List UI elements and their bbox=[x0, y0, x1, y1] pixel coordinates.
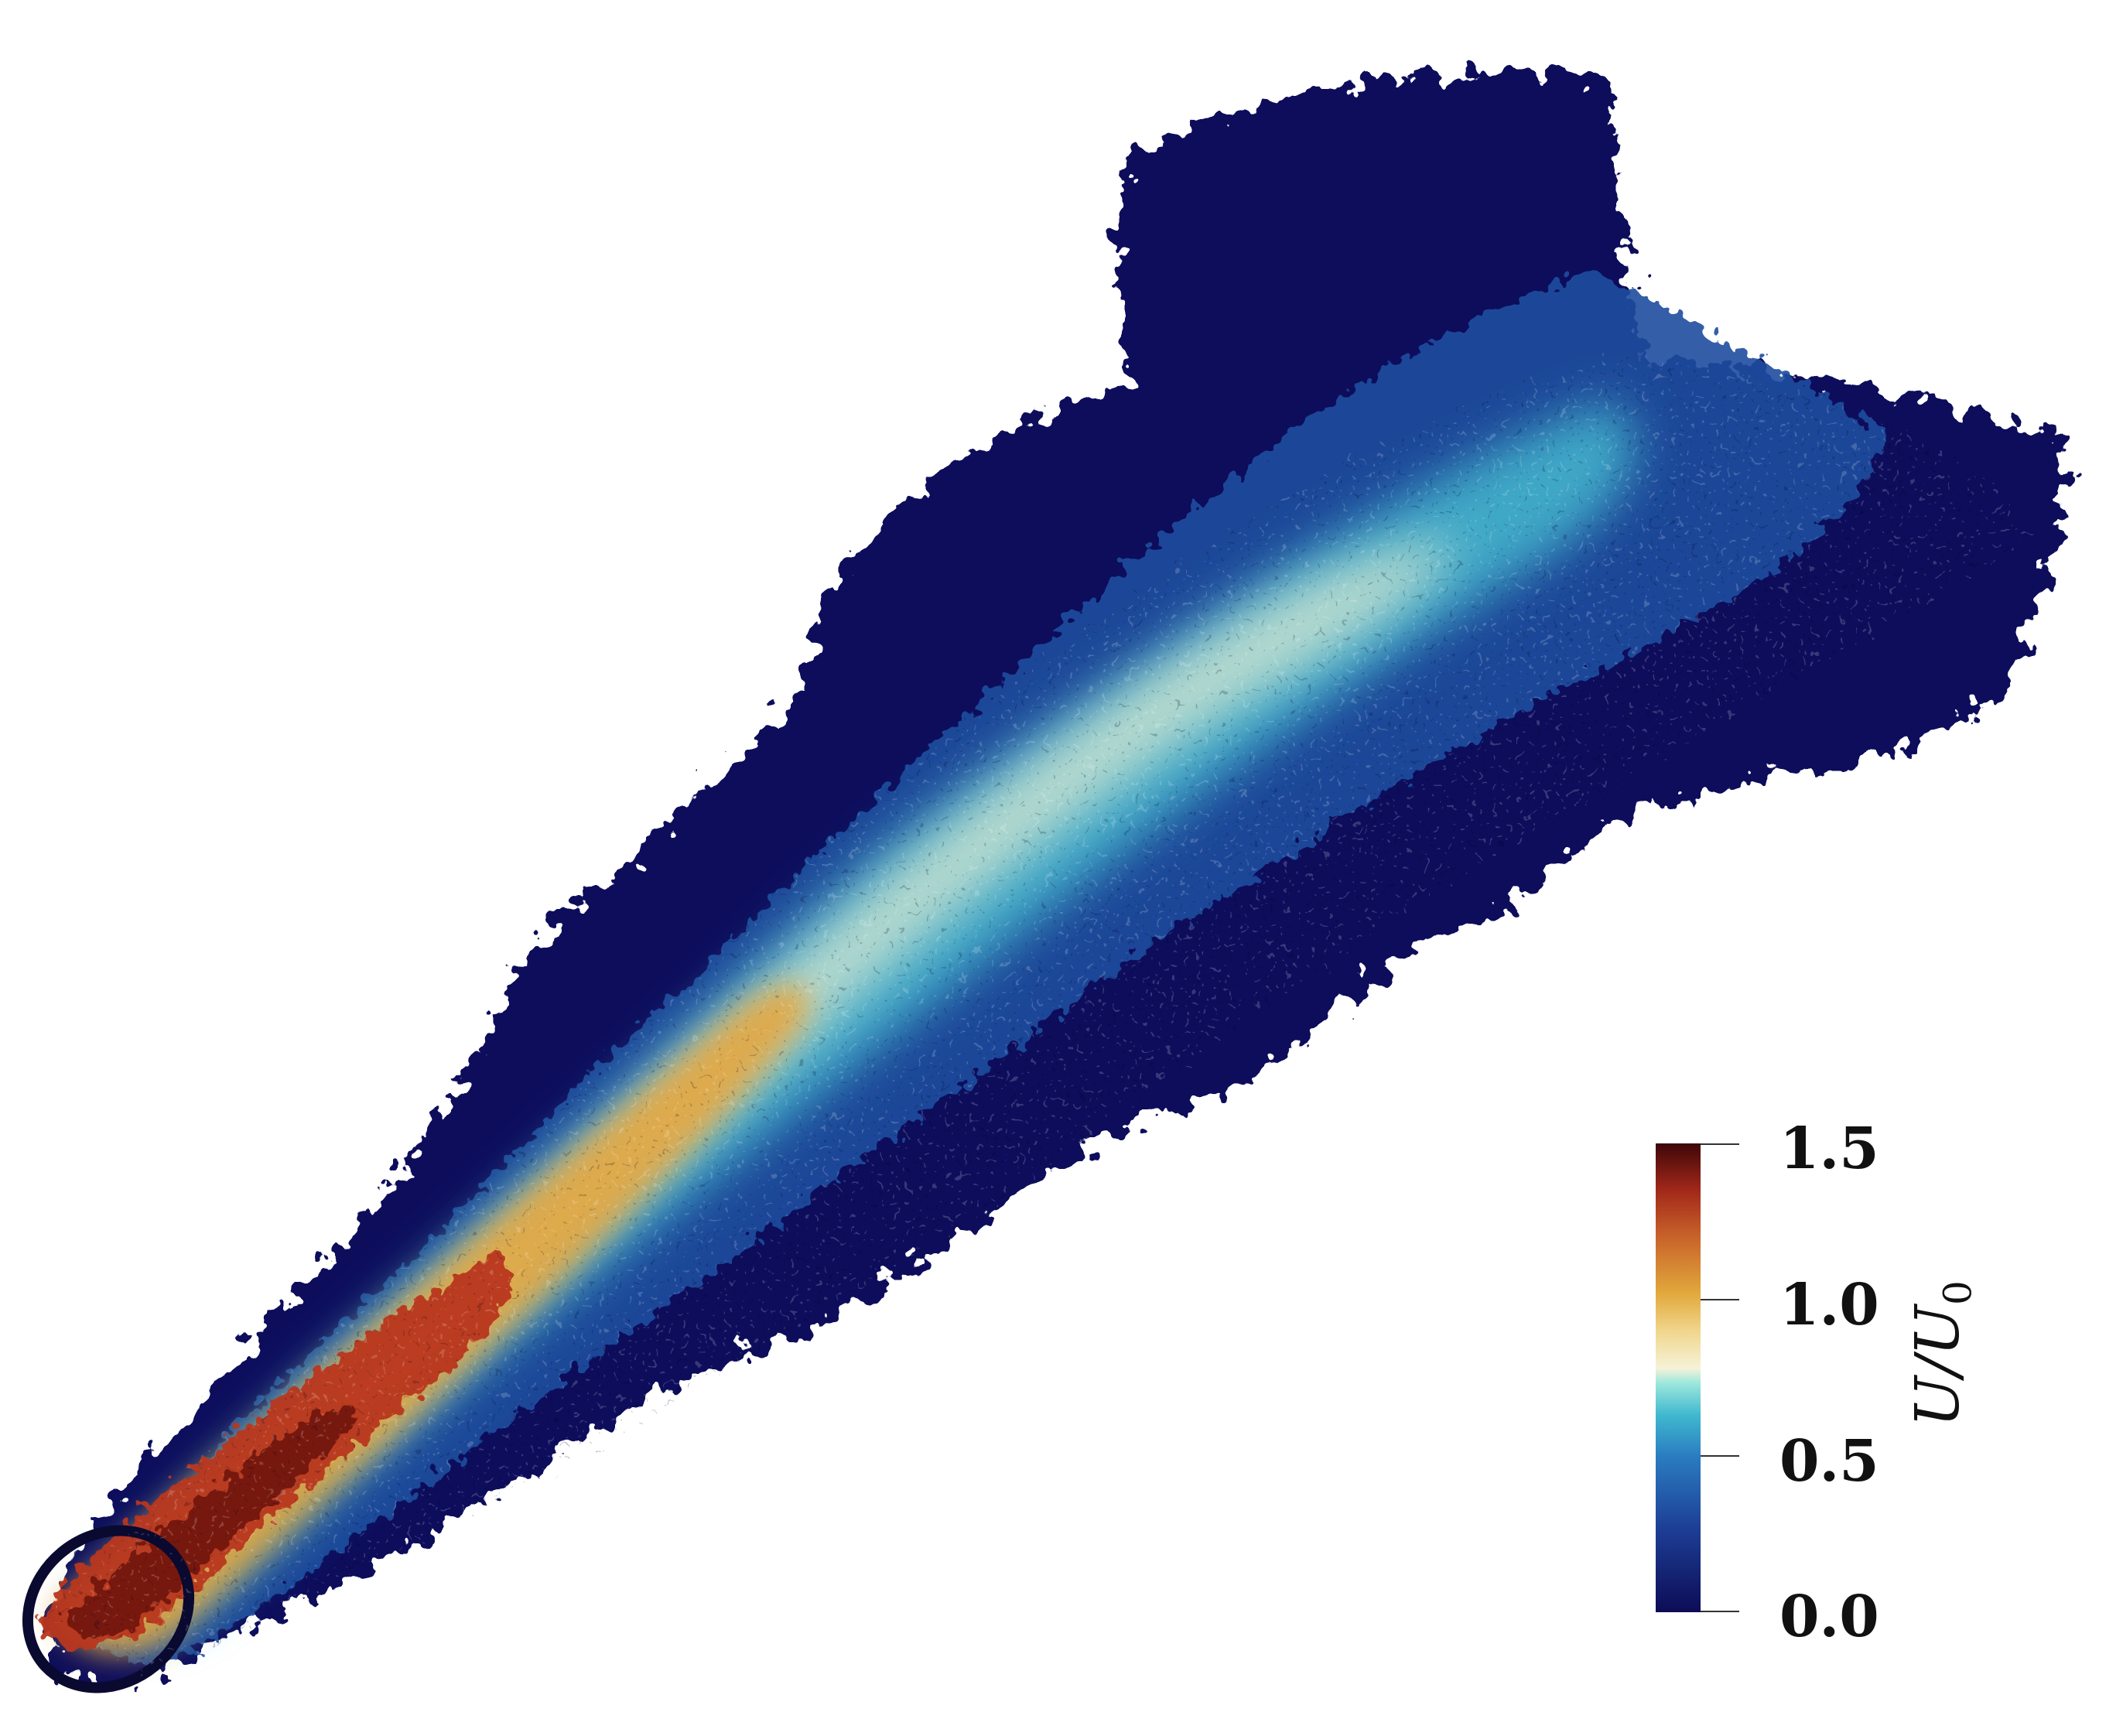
colorbar-title: U/U0 bbox=[1899, 1238, 1981, 1470]
colorbar-gradient bbox=[1656, 1143, 1701, 1612]
colorbar-tick-label: 1.0 bbox=[1779, 1272, 1879, 1338]
colorbar-tick bbox=[1701, 1143, 1739, 1145]
colorbar-tick bbox=[1701, 1611, 1739, 1612]
colorbar-tick bbox=[1701, 1455, 1739, 1457]
colorbar-tick bbox=[1701, 1299, 1739, 1300]
turbulence-texture bbox=[46, 356, 2027, 1679]
colorbar: 1.5 1.0 0.5 0.0 bbox=[1656, 1120, 1973, 1645]
colorbar-title-main: U/U bbox=[1903, 1305, 1973, 1427]
colorbar-title-subscript: 0 bbox=[1935, 1280, 1981, 1306]
colorbar-tick-label: 1.5 bbox=[1779, 1116, 1879, 1182]
colorbar-tick-label: 0.5 bbox=[1779, 1428, 1879, 1495]
colorbar-tick-label: 0.0 bbox=[1779, 1584, 1879, 1650]
